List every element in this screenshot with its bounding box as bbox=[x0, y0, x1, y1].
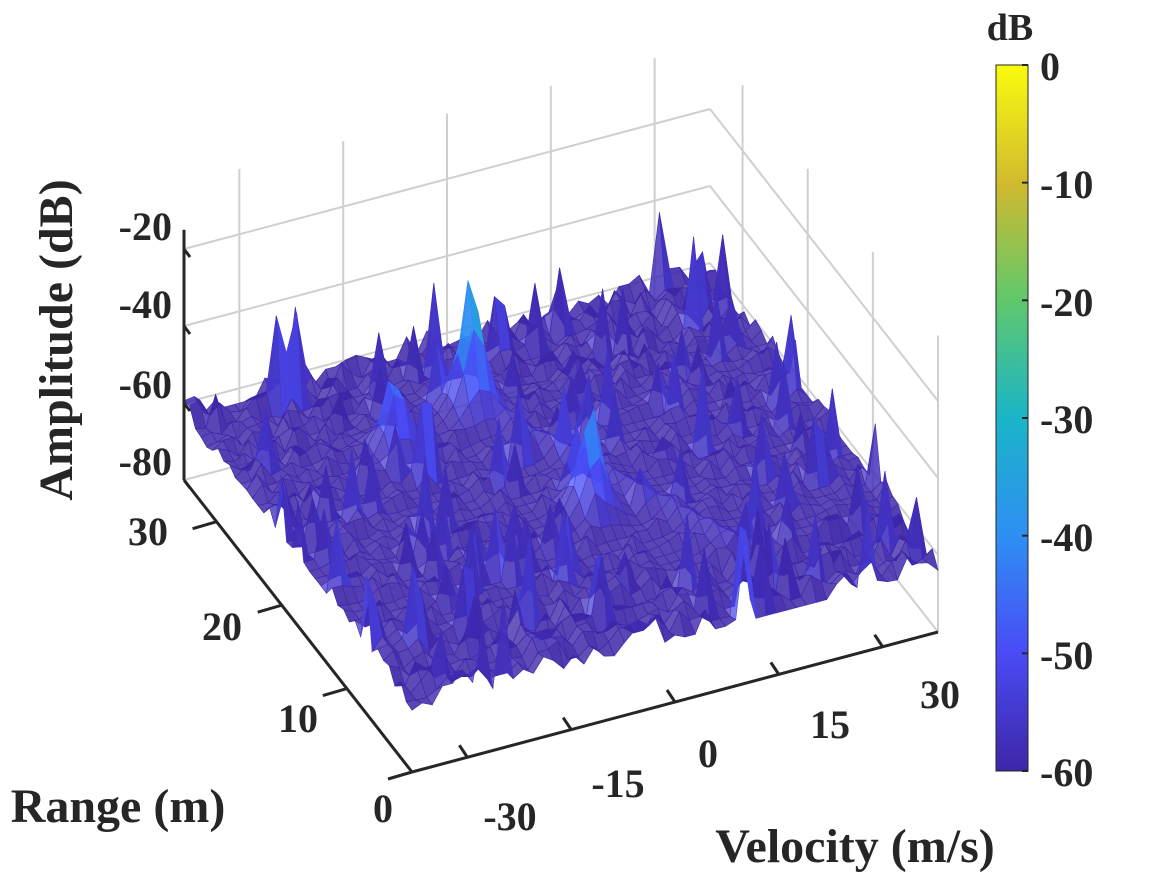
colorbar-tick-label: -40 bbox=[1040, 515, 1093, 560]
x-tick-label: 30 bbox=[920, 672, 960, 717]
grid-line-horizontal bbox=[183, 108, 711, 250]
surface-plot bbox=[183, 212, 939, 711]
x-tick-label: 15 bbox=[810, 702, 850, 747]
y-tick-mark bbox=[257, 603, 283, 614]
surface-patch bbox=[405, 699, 423, 711]
colorbar-tick-label: -60 bbox=[1040, 750, 1093, 795]
colorbar: dB 0 -10 -20 -30 -40 -50 -60 bbox=[987, 7, 1094, 795]
x-tick-mark bbox=[665, 689, 677, 703]
z-tick-label: -80 bbox=[119, 439, 172, 484]
x-axis-title: Velocity (m/s) bbox=[715, 820, 995, 873]
x-tick-label: -15 bbox=[591, 761, 644, 806]
colorbar-tick-label: -20 bbox=[1040, 280, 1093, 325]
y-tick-mark bbox=[322, 687, 348, 698]
y-tick-mark bbox=[192, 520, 217, 531]
axes bbox=[182, 229, 939, 781]
y-tick-label: 0 bbox=[373, 786, 393, 831]
colorbar-title: dB bbox=[987, 7, 1033, 49]
colorbar-tick-label: -30 bbox=[1040, 397, 1093, 442]
y-tick-label: 10 bbox=[278, 696, 318, 741]
grid-line-horizontal bbox=[183, 185, 711, 327]
x-tick-label: 0 bbox=[698, 731, 718, 776]
colorbar-ticks bbox=[1022, 64, 1028, 772]
z-tick-mark bbox=[182, 479, 192, 489]
grid-line-horizontal bbox=[709, 108, 939, 402]
y-tick-labels: 30 20 10 0 bbox=[128, 509, 393, 831]
colorbar-tick-label: -50 bbox=[1040, 633, 1093, 678]
x-tick-mark bbox=[873, 633, 884, 648]
z-tick-label: -40 bbox=[119, 282, 172, 327]
x-tick-labels: -30 -15 0 15 30 bbox=[483, 672, 960, 839]
x-tick-mark bbox=[458, 744, 469, 759]
grid-line-horizontal bbox=[709, 185, 939, 479]
z-tick-mark bbox=[182, 325, 192, 335]
colorbar-tick-label: -10 bbox=[1040, 162, 1093, 207]
y-tick-label: 30 bbox=[128, 509, 168, 554]
z-tick-label: -60 bbox=[119, 362, 172, 407]
y-tick-mark bbox=[387, 770, 413, 781]
z-tick-label: -20 bbox=[119, 204, 172, 249]
y-axis-line bbox=[182, 479, 414, 773]
x-tick-label: -30 bbox=[483, 794, 536, 839]
colorbar-tick-label: 0 bbox=[1040, 44, 1060, 89]
z-axis-title: Amplitude (dB) bbox=[30, 179, 83, 500]
y-axis-title: Range (m) bbox=[11, 780, 226, 833]
z-tick-mark bbox=[182, 248, 192, 258]
surface-patch bbox=[648, 212, 666, 302]
z-tick-mark bbox=[182, 402, 192, 412]
x-tick-mark bbox=[769, 661, 781, 676]
z-tick-labels: -20 -40 -60 -80 bbox=[119, 204, 172, 484]
x-tick-mark bbox=[561, 716, 573, 731]
y-tick-label: 20 bbox=[202, 604, 242, 649]
